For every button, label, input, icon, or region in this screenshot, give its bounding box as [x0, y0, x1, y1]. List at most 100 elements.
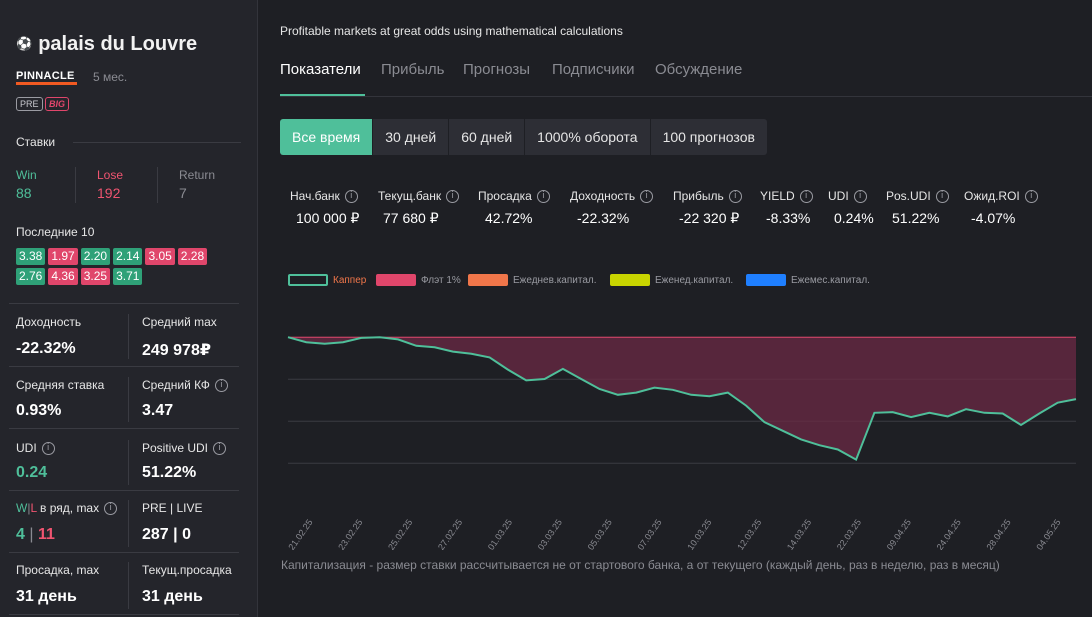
info-icon[interactable]: i — [935, 190, 949, 204]
avg-max-value: 249 978₽ — [142, 342, 211, 359]
kpi-label-text: Pos.UDI — [886, 189, 931, 203]
info-icon[interactable]: i — [799, 190, 813, 204]
wl-sep: | — [27, 501, 31, 515]
info-icon[interactable]: i — [104, 502, 118, 516]
positive-udi-value: 51.22% — [142, 464, 197, 481]
tab-subscribers[interactable]: Подписчики — [552, 61, 635, 78]
kpi-profit-value: -22 320 ₽ — [679, 210, 740, 226]
period-1000-turnover[interactable]: 1000% оборота — [525, 119, 651, 155]
wl-streak-value: 4 | 11 — [16, 526, 55, 544]
wl-rest: в ряд, max — [36, 501, 100, 515]
avg-kf-label-text: Средний КФ — [142, 378, 210, 392]
divider — [9, 428, 239, 429]
capper-name: palais du Louvre — [38, 33, 198, 55]
last10-odds: 3.38 1.97 2.20 2.14 3.05 2.28 2.76 4.36 3.25 3.71 — [16, 248, 226, 285]
wl-streak-label: W|L в ряд, max i — [16, 501, 118, 516]
period-100-forecasts[interactable]: 100 прогнозов — [650, 119, 767, 155]
kpi-label-text: YIELD — [760, 189, 795, 203]
x-tick-label: 23.02.25 — [336, 517, 364, 550]
legend-item[interactable]: Флэт 1% — [376, 274, 461, 286]
x-tick-label: 24.04.25 — [935, 517, 963, 550]
kpi-drawdown-value: 42.72% — [485, 210, 533, 226]
info-icon[interactable]: i — [446, 190, 460, 204]
win-value: 88 — [16, 185, 32, 201]
x-tick-label: 07.03.25 — [635, 517, 663, 550]
legend-item[interactable]: Ежемес.капитал. — [746, 274, 870, 286]
x-tick-label: 28.04.25 — [984, 517, 1012, 550]
info-icon[interactable]: i — [640, 190, 654, 204]
kpi-yield-value: -8.33% — [766, 210, 811, 226]
kpi-pos-udi-label: Pos.UDI i — [886, 189, 949, 204]
odds-badge: 2.14 — [113, 248, 143, 265]
profitability-value: -22.32% — [16, 340, 76, 357]
wl-l: L — [30, 501, 37, 515]
odds-badge: 1.97 — [48, 248, 78, 265]
info-icon[interactable]: i — [344, 190, 358, 204]
tab-profit[interactable]: Прибыль — [381, 61, 445, 78]
divider — [9, 366, 239, 367]
x-tick-label: 14.03.25 — [785, 517, 813, 550]
kpi-label-text: Текущ.банк — [378, 189, 442, 203]
info-icon[interactable]: i — [1024, 190, 1038, 204]
profitability-label: Доходность — [16, 315, 82, 329]
win-label: Win — [16, 168, 37, 182]
sidebar: ⚽ palais du Louvre PINNACLE 5 мес. PRE BI… — [0, 0, 258, 617]
kpi-expected-roi-value: -4.07% — [971, 210, 1016, 226]
drawdown-max-label: Просадка, max — [16, 563, 100, 577]
udi-label-text: UDI — [16, 441, 37, 455]
kpi-expected-roi-label: Ожид.ROI i — [964, 189, 1038, 204]
period-60-days[interactable]: 60 дней — [449, 119, 526, 155]
capper-age: 5 мес. — [93, 70, 128, 84]
capper-title: ⚽ palais du Louvre — [16, 33, 197, 56]
lose-value: 192 — [97, 185, 121, 201]
tab-indicators[interactable]: Показатели — [280, 61, 361, 78]
legend-item[interactable]: Ежеднев.капитал. — [468, 274, 597, 286]
x-tick-label: 01.03.25 — [486, 517, 514, 550]
avg-stake-label: Средняя ставка — [16, 378, 105, 392]
x-tick-label: 09.04.25 — [885, 517, 913, 550]
legend-item[interactable]: Каппер — [288, 274, 366, 286]
capper-series-line — [287, 336, 1077, 462]
period-all-time[interactable]: Все время — [280, 119, 374, 155]
info-icon[interactable]: i — [213, 442, 227, 456]
odds-badge: 4.36 — [48, 268, 78, 285]
current-drawdown-value: 31 день — [142, 588, 203, 605]
legend-swatch — [610, 274, 650, 286]
tab-discussion[interactable]: Обсуждение — [655, 61, 743, 78]
legend-label: Каппер — [333, 274, 367, 286]
odds-badge: 3.25 — [80, 268, 111, 285]
info-icon[interactable]: i — [536, 190, 550, 204]
udi-label: UDI i — [16, 441, 55, 456]
drawdown-max-value: 31 день — [16, 588, 77, 605]
wl-l-value: 11 — [37, 526, 55, 543]
info-icon[interactable]: i — [728, 190, 742, 204]
wl-w-value: 4 — [16, 526, 25, 543]
legend-label: Ежемес.капитал. — [791, 274, 870, 286]
capitalization-chart: 21.02.25 23.02.25 25.02.25 27.02.25 01.03.25… — [286, 336, 1077, 550]
legend-swatch — [376, 274, 416, 286]
kpi-pos-udi-value: 51.22% — [892, 210, 940, 226]
kpi-label-text: UDI — [828, 189, 849, 203]
wl-w: W — [16, 501, 28, 515]
period-30-days[interactable]: 30 дней — [373, 119, 450, 155]
x-tick-label: 04.05.25 — [1034, 517, 1062, 550]
legend-label: Еженед.капитал. — [655, 274, 734, 286]
info-icon[interactable]: i — [214, 379, 228, 393]
divider — [128, 314, 129, 359]
divider — [157, 167, 158, 203]
info-icon[interactable]: i — [41, 442, 55, 456]
odds-badge: 3.38 — [16, 248, 46, 265]
divider — [75, 167, 76, 203]
legend-swatch — [746, 274, 786, 286]
bookmaker-logo-bar — [16, 82, 77, 85]
bets-label: Ставки — [16, 135, 56, 149]
kpi-start-bank-label: Нач.банк i — [290, 189, 358, 204]
info-icon[interactable]: i — [853, 190, 867, 204]
lose-label: Lose — [97, 168, 124, 182]
wl-sep-value: | — [24, 526, 38, 543]
soccer-ball-icon: ⚽ — [16, 36, 33, 51]
legend-item[interactable]: Еженед.капитал. — [610, 274, 733, 286]
divider — [9, 552, 239, 553]
tab-forecasts[interactable]: Прогнозы — [463, 61, 531, 78]
chart-footnote: Капитализация - размер ставки рассчитыва… — [281, 558, 1000, 572]
